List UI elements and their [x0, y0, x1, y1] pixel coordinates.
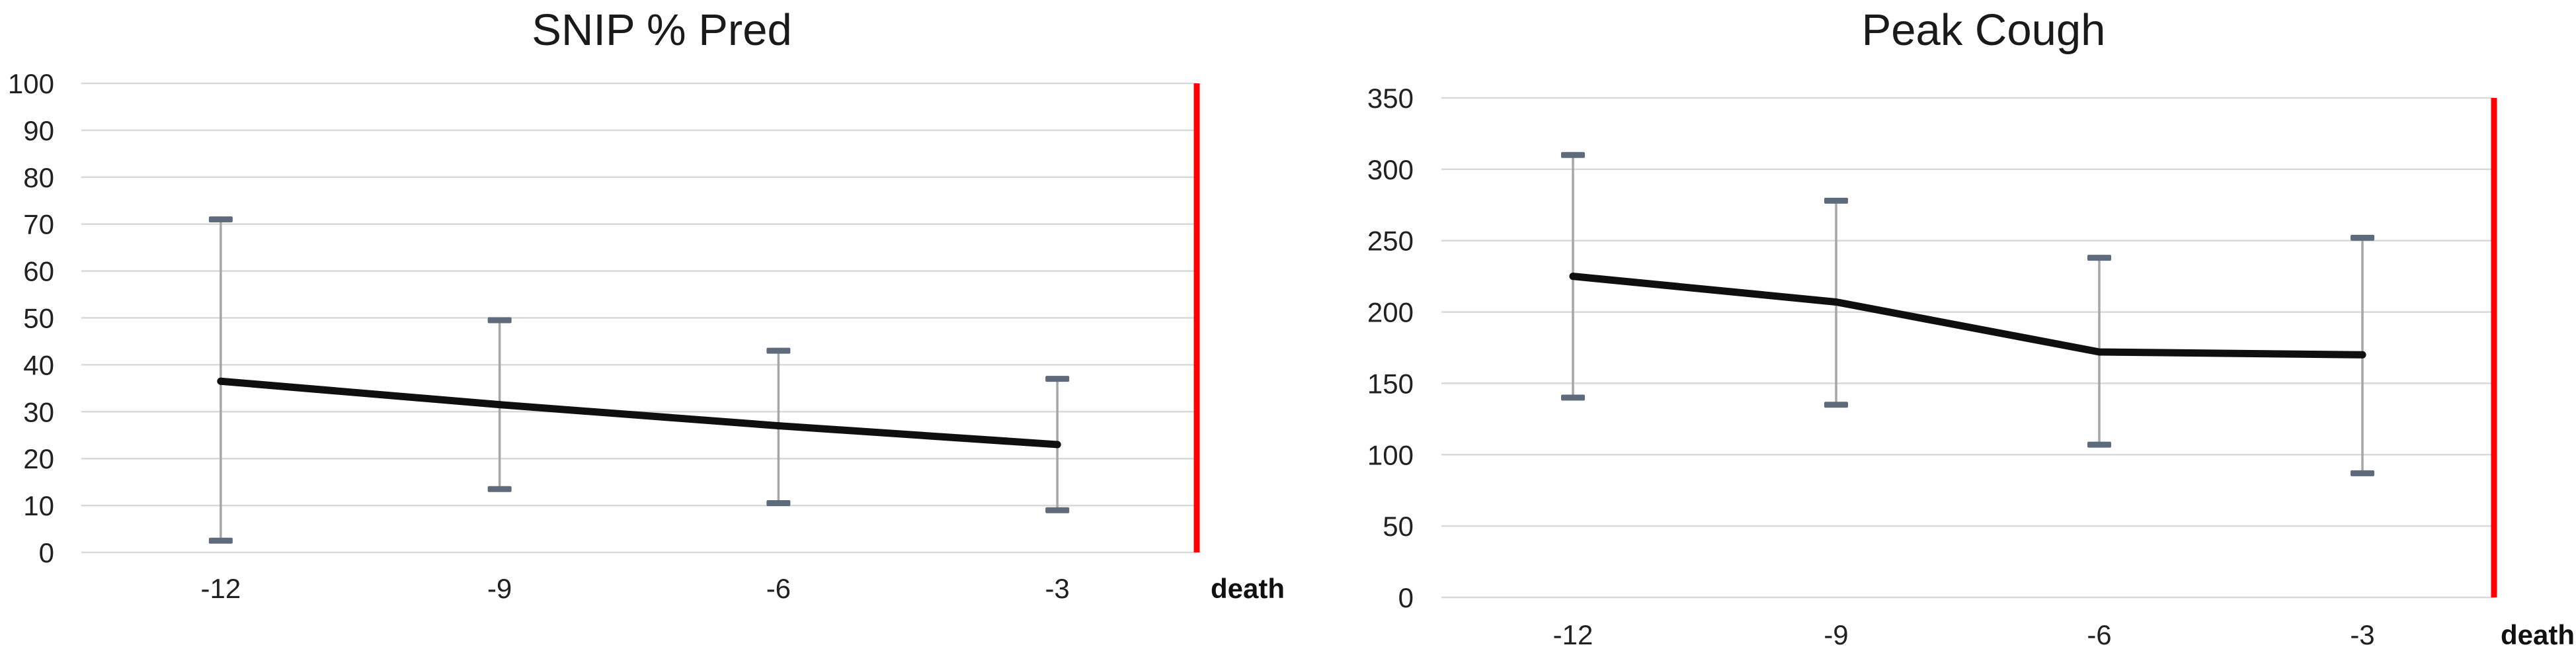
- x-tick-label: -12: [201, 573, 241, 604]
- y-tick-label: 30: [23, 396, 54, 427]
- error-cap: [766, 500, 791, 507]
- y-tick-label: 60: [23, 256, 54, 287]
- y-tick-label: 200: [1367, 297, 1414, 328]
- cough-gridlines: 350 300 250 200 150 100 50 0 -12 -9 -6 -3: [1367, 83, 2494, 650]
- error-cap: [1824, 402, 1848, 408]
- snip-chart-title: SNIP % Pred: [532, 5, 792, 55]
- x-tick-label: -6: [766, 573, 791, 604]
- x-tick-label: -9: [1824, 619, 1848, 650]
- y-tick-label: 20: [23, 443, 54, 474]
- cough-chart-title: Peak Cough: [1862, 5, 2106, 55]
- error-cap: [2087, 441, 2111, 448]
- error-cap: [766, 347, 791, 354]
- error-cap: [2351, 470, 2374, 476]
- snip-death-label: death: [1211, 573, 1285, 604]
- y-tick-label: 80: [23, 162, 54, 193]
- mean-line: [217, 377, 1061, 449]
- y-tick-label: 0: [39, 537, 54, 568]
- x-tick-label: -3: [2350, 619, 2374, 650]
- data-point: [217, 377, 225, 385]
- y-tick-label: 70: [23, 209, 54, 240]
- chart-peak-cough: 350 300 250 200 150 100 50 0 -12 -9 -6 -3 Peak Coug…: [1367, 5, 2575, 650]
- error-cap: [487, 317, 512, 324]
- y-tick-label: 10: [23, 490, 54, 521]
- data-point: [2095, 348, 2103, 356]
- cough-plot: [1561, 98, 2497, 597]
- data-point: [2358, 351, 2366, 359]
- error-cap: [487, 486, 512, 492]
- x-tick-label: -12: [1553, 619, 1593, 650]
- error-cap: [208, 216, 233, 223]
- y-tick-label: 0: [1398, 582, 1414, 613]
- error-cap: [1824, 197, 1848, 204]
- x-tick-label: -6: [2087, 619, 2111, 650]
- y-tick-label: 350: [1367, 83, 1414, 114]
- y-tick-label: 50: [23, 303, 54, 334]
- error-cap: [2087, 255, 2111, 261]
- mean-line: [1569, 273, 2366, 359]
- x-tick-label: -3: [1045, 573, 1069, 604]
- x-tick-label: -9: [487, 573, 512, 604]
- y-tick-label: 150: [1367, 368, 1414, 399]
- data-point: [774, 422, 782, 430]
- y-tick-label: 90: [23, 115, 54, 146]
- y-tick-label: 40: [23, 349, 54, 380]
- y-tick-label: 100: [8, 68, 54, 99]
- snip-plot: [208, 83, 1200, 552]
- error-cap: [2351, 234, 2374, 241]
- error-cap: [1045, 376, 1070, 382]
- error-cap: [1561, 152, 1585, 158]
- y-tick-label: 300: [1367, 154, 1414, 185]
- y-tick-label: 250: [1367, 226, 1414, 257]
- error-cap: [208, 537, 233, 544]
- data-point: [1569, 273, 1577, 281]
- error-cap: [1561, 394, 1585, 401]
- data-point: [1053, 441, 1061, 449]
- y-tick-label: 100: [1367, 439, 1414, 470]
- y-tick-label: 50: [1383, 511, 1414, 542]
- data-point: [496, 401, 504, 409]
- cough-death-label: death: [2501, 619, 2575, 650]
- error-cap: [1045, 507, 1070, 513]
- data-point: [1832, 298, 1840, 306]
